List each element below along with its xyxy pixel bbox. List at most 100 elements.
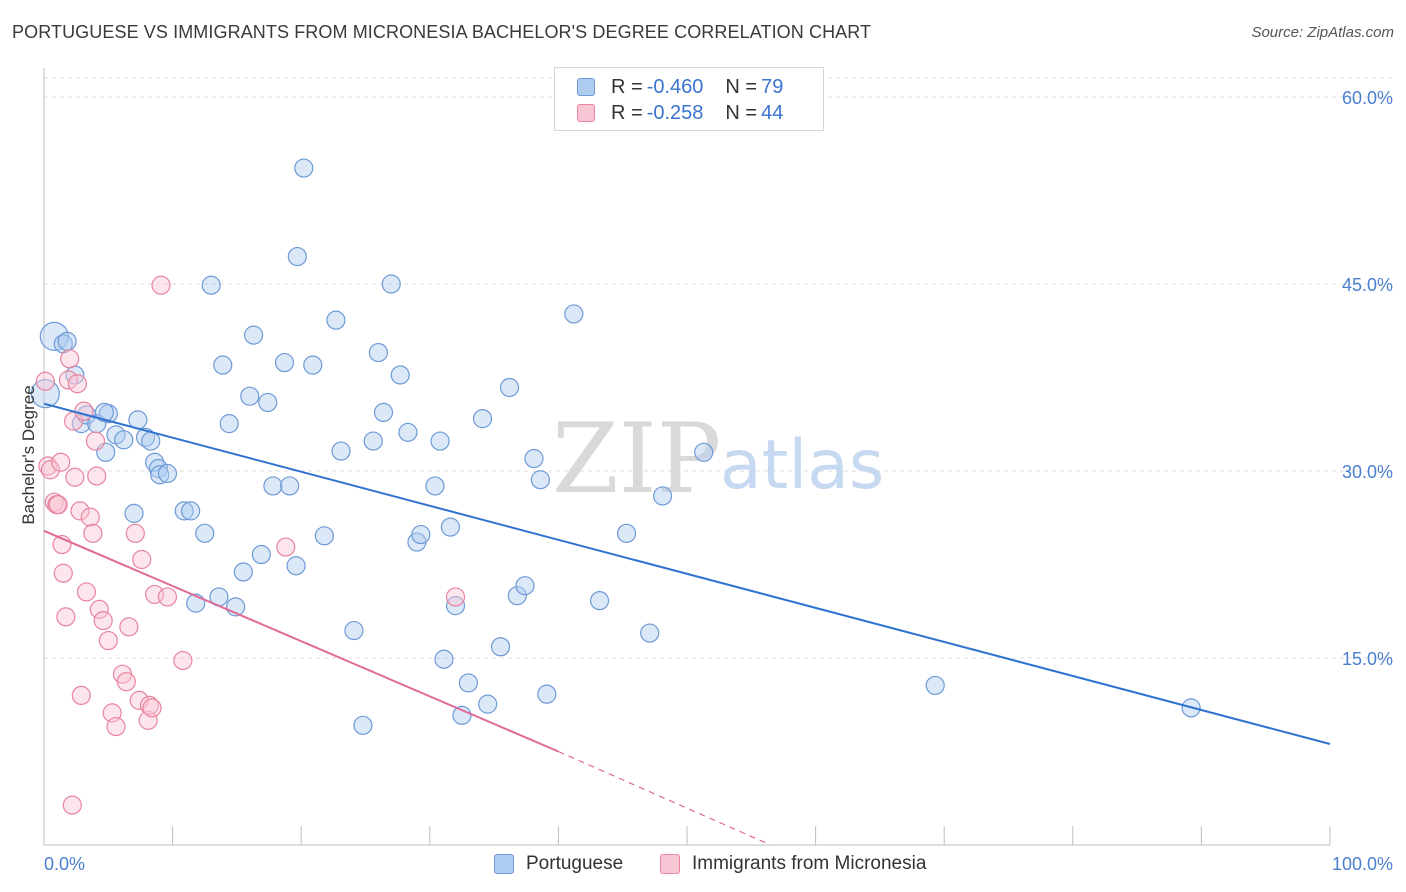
axes (43, 68, 1331, 846)
trend-line-portuguese (43, 402, 1331, 745)
trend-line-micronesia (43, 529, 559, 753)
point-portuguese (195, 523, 215, 543)
bottom-legend-label-portuguese: Portuguese (526, 853, 624, 874)
point-portuguese (694, 442, 714, 462)
point-portuguese (274, 352, 295, 373)
point-micronesia (51, 452, 71, 472)
point-portuguese (589, 591, 610, 611)
watermark-zip: ZIP (552, 403, 721, 515)
x-tick-label: 100.0% (1332, 854, 1393, 874)
point-portuguese (303, 355, 323, 375)
legend-n-value: 79 (761, 75, 784, 98)
legend-row-portuguese: R = -0.460 N = 79 (577, 75, 787, 99)
point-portuguese (344, 620, 364, 641)
point-portuguese (219, 414, 239, 434)
legend-r-value: -0.460 (646, 75, 704, 98)
bottom-legend-micronesia[interactable]: Immigrants from Micronesia (660, 851, 926, 877)
x-tick-label: 0.0% (44, 854, 85, 874)
point-micronesia (53, 563, 73, 583)
chart-title: PORTUGUESE VS IMMIGRANTS FROM MICRONESIA… (12, 22, 872, 42)
point-micronesia (60, 349, 80, 369)
point-portuguese (94, 402, 115, 423)
point-portuguese (363, 431, 383, 451)
point-micronesia (93, 610, 113, 631)
point-portuguese (458, 673, 478, 693)
trend-line-micronesia-extrapolated (558, 750, 771, 846)
point-portuguese (263, 476, 283, 496)
point-micronesia (70, 501, 90, 521)
point-portuguese (135, 427, 156, 447)
point-portuguese (157, 463, 178, 484)
point-micronesia (106, 716, 126, 737)
point-micronesia (48, 495, 68, 515)
point-portuguese (373, 402, 394, 423)
point-micronesia (65, 467, 85, 487)
point-portuguese (233, 562, 253, 582)
point-portuguese (452, 705, 472, 725)
point-micronesia (132, 549, 152, 570)
point-micronesia (71, 685, 91, 706)
point-portuguese (616, 523, 637, 543)
point-micronesia (67, 374, 88, 394)
point-portuguese (240, 386, 260, 406)
point-portuguese (478, 694, 498, 714)
point-portuguese (530, 470, 550, 490)
point-portuguese (425, 476, 445, 496)
point-portuguese (507, 586, 527, 606)
point-micronesia (151, 275, 171, 295)
data-points (30, 158, 1201, 815)
point-portuguese (314, 526, 334, 546)
point-micronesia (74, 401, 94, 421)
point-micronesia (89, 599, 109, 619)
point-portuguese (652, 486, 673, 506)
bottom-legend-label-micronesia: Immigrants from Micronesia (692, 853, 927, 874)
trend-lines (43, 402, 1331, 846)
y-tick-label: 15.0% (1342, 649, 1393, 669)
point-portuguese (925, 675, 945, 696)
point-portuguese (411, 524, 431, 545)
point-portuguese (331, 441, 351, 461)
legend-r-label: R = (611, 101, 643, 124)
point-portuguese (499, 377, 520, 398)
point-portuguese (398, 422, 418, 442)
point-portuguese (564, 304, 584, 324)
point-portuguese (640, 623, 660, 643)
chart-source: Source: ZipAtlas.com (1251, 24, 1394, 41)
point-portuguese (213, 355, 233, 375)
point-micronesia (80, 507, 100, 527)
y-tick-label: 30.0% (1342, 462, 1393, 482)
point-micronesia (119, 617, 139, 637)
point-micronesia (62, 795, 82, 815)
legend-n-label: N = (725, 75, 758, 98)
point-portuguese (286, 556, 306, 576)
point-micronesia (98, 630, 118, 651)
y-axis-label: Bachelor's Degree (19, 385, 38, 524)
point-portuguese (148, 458, 169, 479)
point-portuguese (390, 365, 410, 385)
point-portuguese (326, 310, 346, 330)
point-micronesia (40, 460, 61, 480)
point-portuguese (181, 501, 201, 521)
point-micronesia (76, 582, 97, 602)
point-portuguese (430, 431, 450, 451)
point-portuguese (434, 649, 454, 669)
y-tick-label: 60.0% (1342, 88, 1393, 108)
point-micronesia (87, 466, 107, 486)
point-portuguese (251, 544, 271, 565)
point-micronesia (56, 607, 76, 627)
watermark: ZIP atlas (552, 403, 884, 515)
legend-n-value: 44 (761, 101, 784, 124)
point-portuguese (515, 576, 535, 596)
bottom-legend-portuguese[interactable]: Portuguese (494, 851, 623, 877)
point-portuguese (524, 448, 544, 469)
point-portuguese (201, 275, 221, 295)
point-micronesia (125, 523, 145, 543)
point-portuguese (114, 430, 134, 450)
point-portuguese (150, 465, 170, 485)
point-portuguese (280, 476, 300, 496)
point-portuguese (124, 503, 144, 523)
point-micronesia (138, 710, 158, 730)
point-portuguese (57, 331, 77, 351)
legend-r-label: R = (611, 75, 643, 98)
